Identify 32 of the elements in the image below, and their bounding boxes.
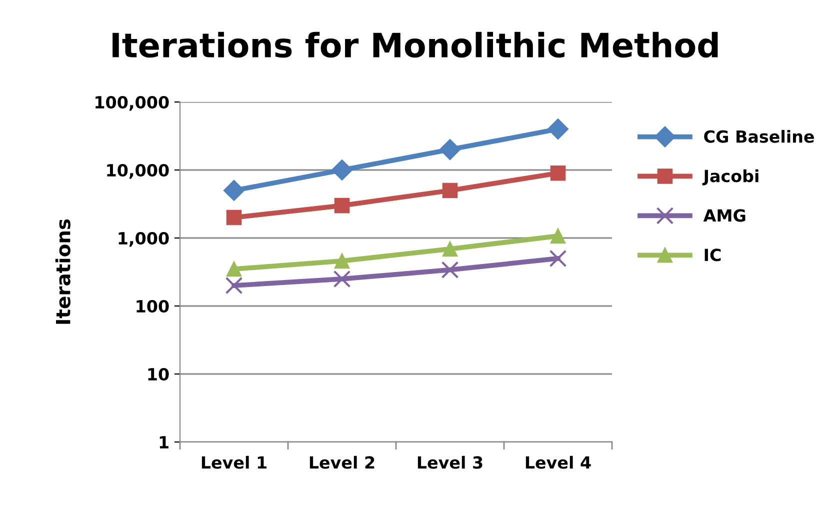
point [550,228,566,244]
point [334,253,350,269]
point [442,182,458,198]
x-tick-label: Level 3 [418,456,482,469]
y-tick-label: 10,000 [107,164,169,179]
point [441,261,459,279]
x-tick-label: Level 1 [202,456,266,469]
point [225,276,243,294]
legend-label: IC [704,248,721,262]
point [223,180,245,201]
chart-title: Iterations for Monolithic Method [112,32,718,58]
y-tick-label: 100 [136,300,169,313]
y-tick-label: 1,000 [118,232,169,247]
point [226,210,242,226]
point [549,250,567,268]
point [442,241,458,257]
legend-label: AMG [703,209,746,222]
point [334,198,350,214]
point [331,159,353,181]
legend-label: Jacobi [702,169,758,186]
point [333,270,351,288]
y-tick-label: 100,000 [96,96,169,111]
y-axis-title: Iterations [55,219,70,324]
point [550,165,566,181]
legend-label: CG Baseline [704,130,814,143]
y-tick-label: 1 [160,436,168,448]
point [439,139,461,160]
y-tick-label: 10 [148,368,169,381]
x-tick-label: Level 2 [310,456,374,469]
point [547,118,569,140]
point [226,261,242,277]
x-tick-label: Level 4 [526,456,591,469]
